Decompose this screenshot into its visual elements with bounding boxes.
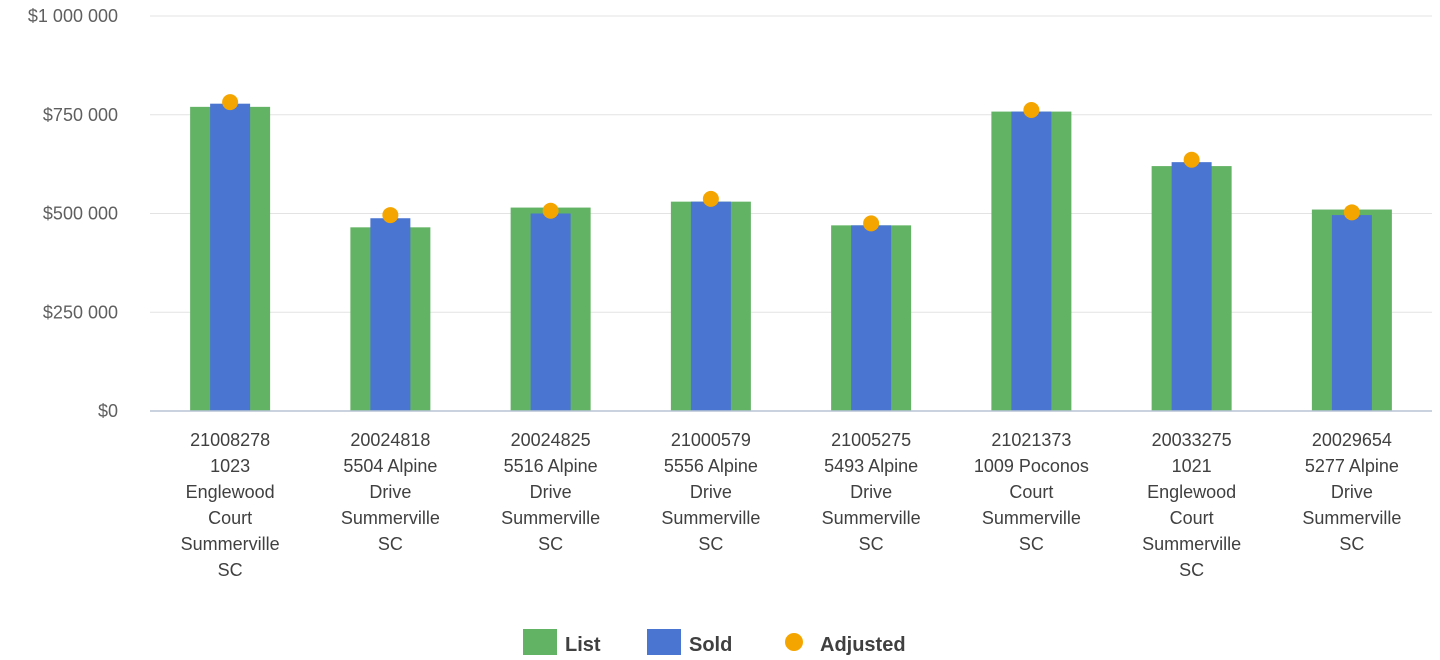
x-tick-label: 20029654 5277 Alpine Drive Summerville SC (1302, 430, 1401, 554)
x-tick-label-line: 5516 Alpine (504, 456, 598, 476)
x-tick-label-line: Court (1009, 482, 1053, 502)
x-tick-label-line: 20024825 (511, 430, 591, 450)
y-tick-label: $0 (98, 401, 118, 421)
legend-item-list: List (523, 629, 601, 656)
x-tick-label-line: Englewood (186, 482, 275, 502)
x-tick-label-line: Drive (690, 482, 732, 502)
x-tick-label: 20024825 5516 Alpine Drive Summerville SC (501, 430, 600, 554)
x-tick-label: 21008278 1023 Englewood Court Summerville SC (181, 430, 280, 580)
x-tick-label-line: SC (218, 560, 243, 580)
bar-sold (851, 225, 892, 411)
x-tick-label-line: Drive (850, 482, 892, 502)
x-tick-label-line: Summerville (982, 508, 1081, 528)
bar-sold (530, 213, 571, 411)
y-tick-label: $1 000 000 (28, 6, 118, 26)
y-tick-label: $750 000 (43, 105, 118, 125)
x-tick-label: 21000579 5556 Alpine Drive Summerville SC (661, 430, 760, 554)
x-tick-label-line: 21008278 (190, 430, 270, 450)
y-tick-label: $500 000 (43, 204, 118, 224)
bar-sold (1171, 162, 1212, 411)
x-tick-label-line: Drive (369, 482, 411, 502)
x-tick-label-line: Summerville (181, 534, 280, 554)
legend-label: Sold (689, 634, 732, 656)
legend-swatch (523, 629, 557, 655)
legend-swatch (647, 629, 681, 655)
legend: List Sold Adjusted (523, 629, 906, 656)
axes: $0 $250 000 $500 000 $750 000 $1 000 000 2100… (28, 6, 1432, 580)
x-tick-label-line: Summerville (661, 508, 760, 528)
bar-sold (1331, 215, 1372, 411)
x-tick-label: 20024818 5504 Alpine Drive Summerville SC (341, 430, 440, 554)
x-tick-label-line: 5493 Alpine (824, 456, 918, 476)
legend-item-sold: Sold (647, 629, 732, 656)
bar-sold (370, 218, 411, 411)
x-tick-label-line: 21021373 (991, 430, 1071, 450)
bar-sold (210, 103, 251, 411)
x-tick-label-line: Drive (1331, 482, 1373, 502)
grid (150, 15, 1432, 313)
y-tick-label: $250 000 (43, 302, 118, 322)
x-tick-label: 21005275 5493 Alpine Drive Summerville SC (822, 430, 921, 554)
x-tick-label-line: 21005275 (831, 430, 911, 450)
x-tick-label-line: 1009 Poconos (974, 456, 1089, 476)
x-tick-label-line: 5504 Alpine (343, 456, 437, 476)
point-adjusted (1023, 102, 1040, 119)
x-tick-label-line: SC (1179, 560, 1204, 580)
x-tick-label-line: 5277 Alpine (1305, 456, 1399, 476)
x-tick-label-line: 1021 (1172, 456, 1212, 476)
x-tick-label-line: Drive (530, 482, 572, 502)
x-tick-label-line: Englewood (1147, 482, 1236, 502)
x-tick-label-line: Summerville (1142, 534, 1241, 554)
x-tick-label-line: 21000579 (671, 430, 751, 450)
x-tick-label: 21021373 1009 Poconos Court Summerville SC (974, 430, 1089, 554)
x-tick-label-line: SC (698, 534, 723, 554)
x-tick-label-line: SC (1339, 534, 1364, 554)
x-tick-label-line: 20024818 (350, 430, 430, 450)
adjusted-points (222, 94, 1360, 232)
x-tick-label-line: 20029654 (1312, 430, 1392, 450)
x-tick-label-line: Court (208, 508, 252, 528)
point-adjusted (702, 190, 719, 207)
x-tick-label-line: Court (1170, 508, 1214, 528)
bar-sold (690, 201, 731, 411)
point-adjusted (222, 94, 239, 111)
x-tick-label-line: SC (538, 534, 563, 554)
point-adjusted (1343, 204, 1360, 221)
x-tick-label-line: SC (859, 534, 884, 554)
x-tick-label-line: Summerville (501, 508, 600, 528)
legend-label: Adjusted (820, 634, 906, 656)
x-tick-label-line: Summerville (822, 508, 921, 528)
point-adjusted (863, 215, 880, 232)
x-tick-label-line: 1023 (210, 456, 250, 476)
legend-swatch (785, 633, 803, 651)
legend-item-adjusted: Adjusted (785, 633, 906, 656)
bar-sold (1011, 111, 1052, 411)
x-tick-label-line: Summerville (341, 508, 440, 528)
legend-label: List (565, 634, 601, 656)
x-tick-label: 20033275 1021 Englewood Court Summerville SC (1142, 430, 1241, 580)
x-tick-label-line: SC (378, 534, 403, 554)
point-adjusted (1183, 151, 1200, 168)
point-adjusted (542, 202, 559, 219)
x-tick-label-line: SC (1019, 534, 1044, 554)
x-tick-label-line: 20033275 (1152, 430, 1232, 450)
x-tick-label-line: Summerville (1302, 508, 1401, 528)
x-tick-label-line: 5556 Alpine (664, 456, 758, 476)
bars (190, 103, 1392, 411)
point-adjusted (382, 207, 399, 224)
